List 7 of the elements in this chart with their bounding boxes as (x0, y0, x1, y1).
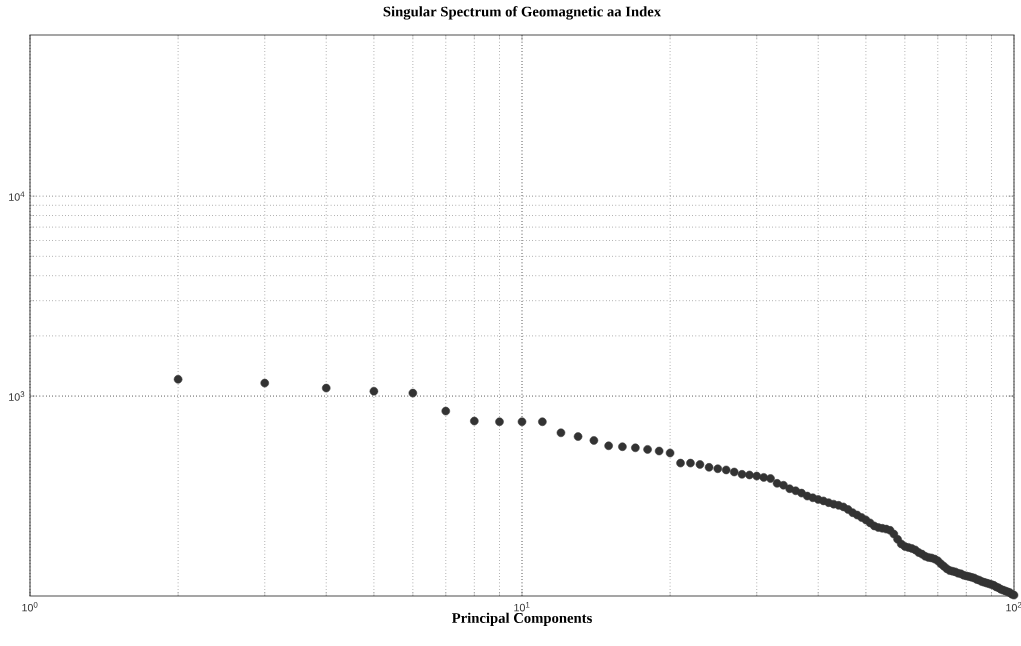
y-tick-label: 10$^{4}$ (9, 191, 25, 201)
x-tick-label: 10$^{0}$ (22, 602, 38, 612)
chart-title: Singular Spectrum of Geomagnetic aa Index (383, 6, 662, 20)
y-tick-label: 10$^{3}$ (9, 391, 25, 401)
x-tick-label: 10$^{2}$ (1006, 602, 1021, 612)
x-tick-label: 10$^{1}$ (514, 602, 530, 612)
x-axis-title: Principal Components (451, 612, 592, 626)
